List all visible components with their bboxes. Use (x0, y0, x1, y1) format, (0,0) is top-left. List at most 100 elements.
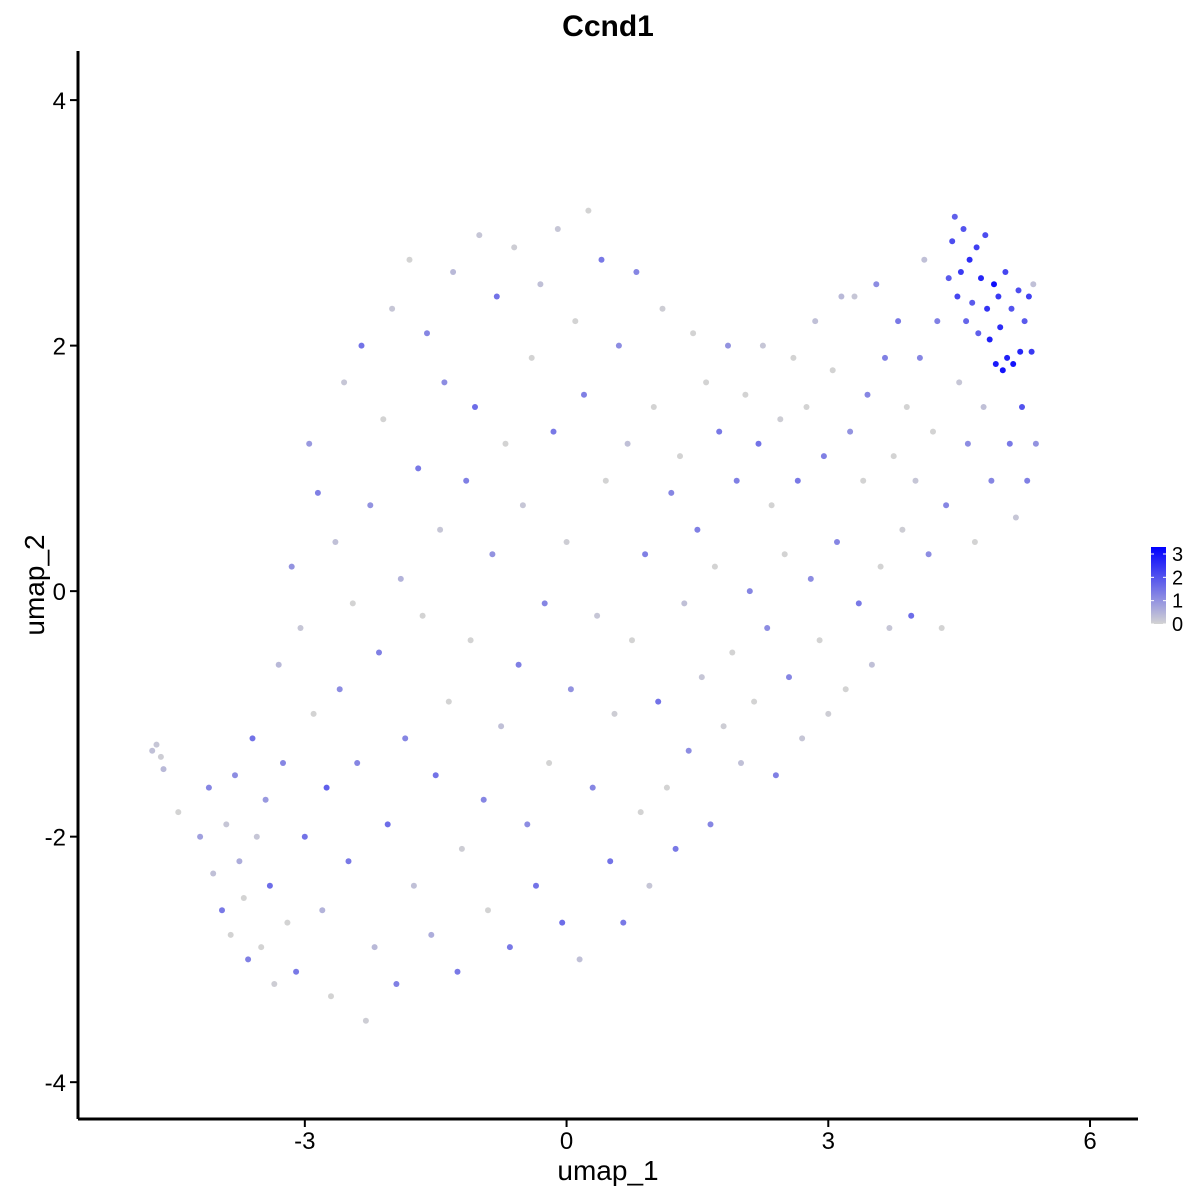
data-point (1017, 348, 1024, 355)
data-point (554, 226, 561, 232)
data-point (328, 993, 334, 1000)
data-point (882, 354, 888, 361)
data-point (1015, 287, 1022, 294)
data-point (685, 747, 692, 754)
data-point (733, 477, 740, 484)
data-point (777, 416, 784, 423)
colorbar-tick-label: 3 (1172, 544, 1183, 566)
data-point (930, 428, 936, 435)
data-point (332, 539, 339, 545)
data-point (799, 735, 806, 742)
data-point (581, 391, 587, 398)
data-point (345, 858, 352, 865)
colorbar (1151, 547, 1166, 624)
data-point (498, 723, 505, 730)
data-point (502, 440, 509, 447)
data-point (240, 895, 247, 901)
data-point (415, 465, 422, 472)
y-tick-label: -2 (45, 825, 66, 852)
data-point (963, 318, 970, 325)
data-point (210, 870, 217, 877)
y-tick-label: -4 (45, 1070, 66, 1097)
data-point (908, 612, 915, 619)
data-point (271, 981, 278, 987)
data-point (650, 404, 657, 410)
data-point (175, 809, 182, 816)
data-point (275, 661, 282, 668)
data-point (980, 404, 987, 410)
data-point (816, 637, 823, 644)
data-point (506, 944, 513, 951)
data-point (310, 710, 317, 717)
data-point (371, 944, 378, 951)
data-point (1025, 293, 1032, 300)
data-point (725, 342, 731, 349)
data-point (410, 882, 417, 889)
data-point (306, 440, 313, 447)
data-point (594, 612, 601, 619)
data-point (659, 305, 666, 312)
data-point (803, 404, 810, 410)
data-point (376, 649, 382, 656)
data-point (655, 698, 662, 705)
data-point (988, 477, 995, 484)
x-tick-label: 0 (560, 1128, 573, 1155)
data-point (567, 686, 574, 693)
data-point (236, 858, 243, 865)
data-point (428, 931, 435, 938)
data-point (949, 238, 956, 245)
data-point (533, 882, 539, 889)
data-point (716, 428, 723, 435)
data-point (834, 539, 840, 545)
data-point (991, 281, 997, 288)
data-point (1002, 269, 1009, 275)
data-point (253, 833, 260, 840)
data-point (957, 269, 964, 275)
data-point (402, 735, 409, 742)
data-point (380, 416, 387, 423)
data-point (720, 723, 727, 730)
data-point (681, 600, 688, 607)
data-point (432, 772, 439, 779)
data-point (419, 612, 426, 619)
data-point (768, 502, 775, 509)
data-point (1006, 440, 1013, 447)
data-point (1030, 281, 1037, 288)
data-point (903, 404, 910, 410)
data-point (458, 845, 465, 852)
data-point (476, 232, 483, 239)
data-point (319, 907, 326, 914)
data-point (877, 563, 884, 570)
data-point (293, 968, 300, 975)
colorbar-tick-label: 2 (1172, 567, 1183, 589)
data-point (1012, 514, 1019, 521)
data-point (589, 784, 596, 791)
data-point (367, 502, 374, 509)
data-point (1019, 404, 1025, 410)
data-point (519, 502, 526, 509)
data-point (982, 232, 989, 239)
data-point (938, 625, 945, 631)
data-point (642, 551, 649, 558)
data-point (971, 539, 978, 545)
data-point (515, 661, 522, 668)
data-point (245, 956, 252, 963)
data-point (463, 477, 470, 484)
data-point (966, 256, 973, 263)
data-point (1024, 477, 1031, 484)
data-point (764, 625, 771, 631)
data-point (847, 428, 854, 435)
x-tick-label: 3 (822, 1128, 835, 1155)
data-point (472, 404, 478, 410)
data-point (393, 981, 400, 987)
data-point (873, 281, 880, 288)
data-point (1004, 354, 1011, 361)
data-point (759, 342, 766, 349)
data-point (546, 760, 553, 766)
data-point (301, 833, 308, 840)
data-point (707, 821, 714, 828)
data-point (820, 453, 827, 460)
data-point (362, 1017, 369, 1024)
